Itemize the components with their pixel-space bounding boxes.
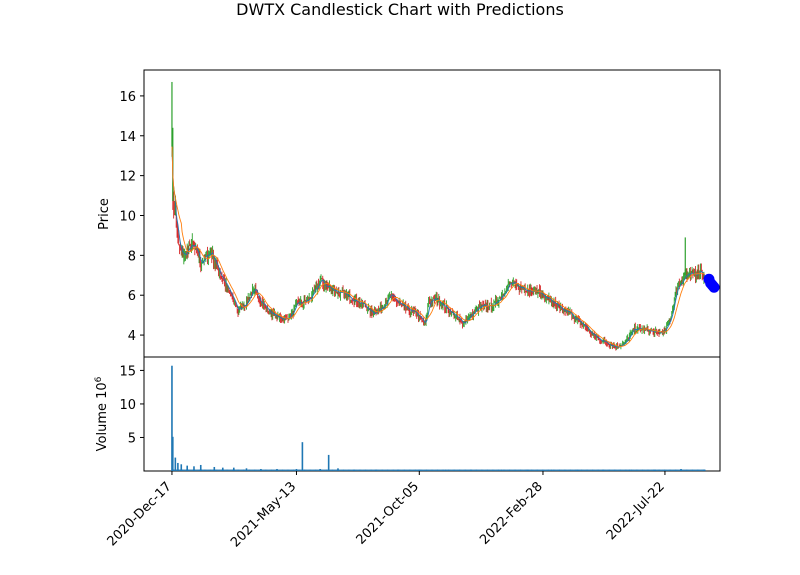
volume-axes-frame <box>143 356 721 472</box>
price-y-axis-label: Price <box>97 198 112 230</box>
volume-y-tick-label: 5 <box>128 431 136 446</box>
volume-bar <box>221 467 224 471</box>
y-tick-label: 4 <box>128 329 136 344</box>
volume-bar <box>327 454 330 471</box>
y-tick-label: 16 <box>119 90 136 105</box>
x-tick-label: 2021-May-13 <box>228 479 299 550</box>
ma-short-line <box>171 146 706 348</box>
y-tick-label: 14 <box>119 130 136 145</box>
volume-y-tick-label: 15 <box>119 364 136 379</box>
ma-long-line <box>171 146 706 347</box>
x-tick-label: 2022-Jul-22 <box>604 479 668 543</box>
y-tick-label: 8 <box>128 249 136 264</box>
y-tick-label: 12 <box>119 170 136 185</box>
prediction-point <box>708 281 720 293</box>
candles <box>171 81 706 351</box>
volume-y-ticks: 5 10 15 <box>119 364 144 446</box>
volume-bar <box>213 466 216 471</box>
volume-bar <box>180 464 183 471</box>
y-tick-label: 10 <box>119 209 136 224</box>
price-panel: 4 6 8 10 12 14 16 Price <box>97 69 721 358</box>
price-marks <box>171 81 720 351</box>
x-tick-label: 2021-Oct-05 <box>354 479 422 547</box>
y-tick-label: 6 <box>128 289 136 304</box>
volume-bar <box>232 467 235 471</box>
volume-bar <box>193 466 195 471</box>
volume-panel: 5 10 15 Volume 106 <box>94 356 721 472</box>
x-tick-label: 2020-Dec-17 <box>105 479 175 549</box>
price-y-ticks: 4 6 8 10 12 14 16 <box>119 90 144 344</box>
volume-bar <box>177 462 179 471</box>
volume-marks <box>171 365 706 471</box>
volume-bar <box>171 365 173 471</box>
x-axis-ticks: 2020-Dec-17 2021-May-13 2021-Oct-05 2022-Fe… <box>105 471 668 550</box>
volume-bar <box>172 436 174 471</box>
chart-title: DWTX Candlestick Chart with Predictions <box>236 0 564 19</box>
volume-bar <box>174 457 177 471</box>
price-axes-frame <box>143 69 721 358</box>
x-tick-label: 2022-Feb-28 <box>477 479 546 548</box>
volume-y-axis-label: Volume 106 <box>94 376 110 451</box>
volume-y-tick-label: 10 <box>119 398 136 413</box>
volume-bar <box>186 465 188 471</box>
volume-bar <box>301 442 304 471</box>
volume-bar <box>199 464 202 471</box>
